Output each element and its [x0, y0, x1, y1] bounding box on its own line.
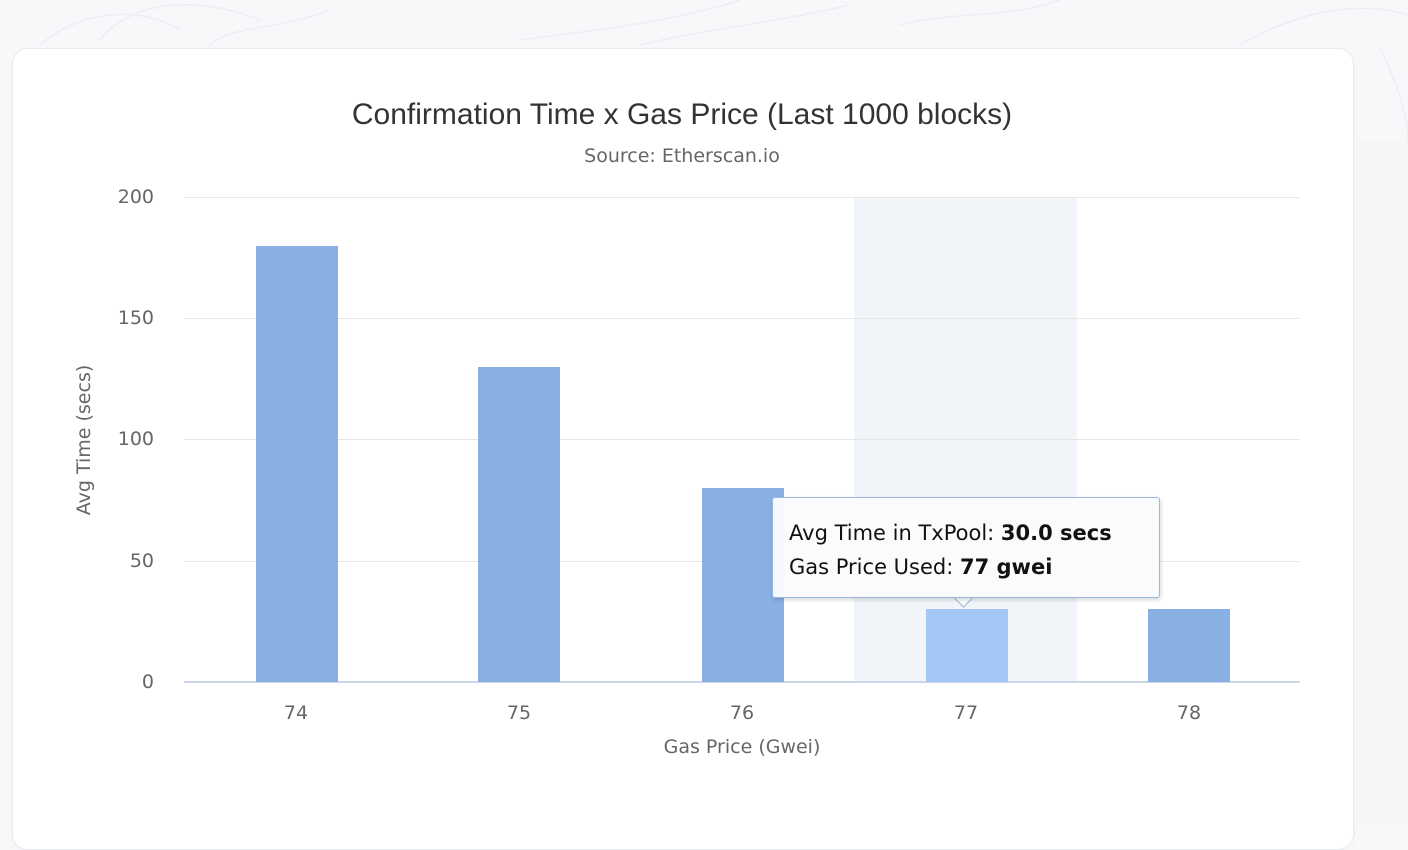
background-contour-pattern [39, 0, 1408, 141]
tooltip-avg-time-label: Avg Time in TxPool: [789, 521, 1001, 545]
x-axis-label: Gas Price (Gwei) [663, 736, 821, 758]
tooltip-line-avg-time: Avg Time in TxPool: 30.0 secs [789, 516, 1159, 550]
tooltip-line-gas-price: Gas Price Used: 77 gwei [789, 550, 1159, 584]
bar-74[interactable] [256, 246, 338, 682]
tooltip-gas-price-label: Gas Price Used: [789, 555, 960, 579]
chart-card [12, 48, 1354, 850]
x-tick-75: 75 [506, 702, 532, 724]
x-tick-74: 74 [283, 702, 309, 724]
x-axis-line [184, 681, 1300, 683]
y-tick-0: 0 [141, 671, 154, 693]
x-tick-77: 77 [953, 702, 979, 724]
bar-76[interactable] [702, 488, 784, 682]
gridline-150 [184, 318, 1300, 319]
y-tick-100: 100 [117, 428, 154, 450]
x-tick-78: 78 [1176, 702, 1202, 724]
bar-75[interactable] [478, 367, 560, 682]
y-tick-50: 50 [129, 550, 154, 572]
adjacent-panel-edge [1354, 140, 1408, 823]
bar-78[interactable] [1148, 609, 1230, 682]
y-axis-label: Avg Time (secs) [73, 364, 95, 516]
gridline-100 [184, 439, 1300, 440]
tooltip-avg-time-value: 30.0 secs [1000, 521, 1112, 545]
bar-tooltip: Avg Time in TxPool: 30.0 secs Gas Price … [772, 497, 1160, 598]
x-tick-76: 76 [729, 702, 755, 724]
tooltip-gas-price-value: 77 gwei [959, 555, 1053, 579]
y-tick-200: 200 [117, 186, 154, 208]
plot-area [184, 197, 1300, 683]
gridline-200 [184, 197, 1300, 198]
bar-77-highlighted[interactable] [926, 609, 1008, 682]
chart-subtitle: Source: Etherscan.io [584, 145, 780, 167]
chart-title: Confirmation Time x Gas Price (Last 1000… [351, 98, 1013, 131]
y-tick-150: 150 [117, 307, 154, 329]
